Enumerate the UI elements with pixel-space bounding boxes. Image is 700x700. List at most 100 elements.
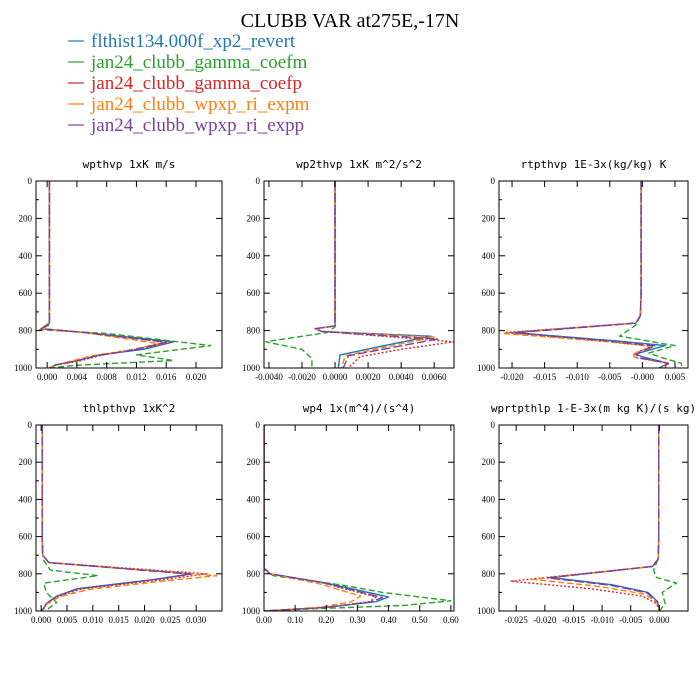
- x-tick-label: -0.0040: [255, 372, 283, 382]
- x-tick-label: -0.005: [598, 372, 622, 382]
- x-tick-label: -0.005: [619, 615, 643, 625]
- x-tick-label: 0.005: [57, 615, 78, 625]
- x-tick-label: 0.025: [160, 615, 181, 625]
- y-tick-label: 200: [247, 213, 261, 223]
- x-tick-label: 0.30: [350, 615, 366, 625]
- y-tick-label: 600: [247, 288, 261, 298]
- y-tick-label: 200: [247, 457, 261, 467]
- x-tick-label: 0.60: [443, 615, 459, 625]
- legend-label: jan24_clubb_gamma_coefp: [90, 73, 302, 94]
- legend-entry: jan24_clubb_wpxp_ri_expm: [68, 94, 310, 115]
- x-tick-label: 0.000: [37, 372, 58, 382]
- legend-entry: jan24_clubb_gamma_coefm: [68, 52, 308, 73]
- series-line: [501, 181, 670, 368]
- series-line: [547, 425, 661, 611]
- x-tick-label: -0.010: [590, 615, 614, 625]
- series-line: [40, 181, 171, 368]
- x-tick-label: 0.005: [665, 372, 686, 382]
- x-tick-label: 0.10: [287, 615, 303, 625]
- plot-area: [39, 181, 212, 368]
- x-tick-label: 0.015: [109, 615, 130, 625]
- panel-title: wprtpthlp 1-E-3x(m kg K)/(s kg): [491, 402, 696, 415]
- panel-title: wpthvp 1xK m/s: [83, 158, 176, 171]
- y-tick-label: 600: [19, 532, 33, 542]
- x-tick-label: 0.20: [318, 615, 334, 625]
- x-tick-label: 0.008: [97, 372, 118, 382]
- series-line: [264, 425, 384, 611]
- y-tick-label: 0: [256, 420, 261, 430]
- y-tick-label: 600: [482, 532, 496, 542]
- legend-entry: jan24_clubb_gamma_coefp: [68, 73, 302, 94]
- legend-label: flthist134.000f_xp2_revert: [91, 31, 296, 52]
- legend-entry: jan24_clubb_wpxp_ri_expp: [68, 115, 304, 136]
- x-tick-label: 0.012: [126, 372, 146, 382]
- x-tick-label: 0.020: [134, 615, 155, 625]
- x-tick-label: -0.025: [505, 615, 529, 625]
- x-tick-label: -0.020: [500, 372, 524, 382]
- y-tick-label: 600: [19, 288, 33, 298]
- y-tick-label: 800: [19, 569, 33, 579]
- x-tick-label: 0.004: [67, 372, 88, 382]
- x-tick-label: -0.000: [631, 372, 655, 382]
- panel-title: thlpthvp 1xK^2: [83, 402, 176, 415]
- y-tick-label: 400: [19, 251, 33, 261]
- series-line: [40, 181, 167, 368]
- chart-panel: wpthvp 1xK m/s 0 200 400 600 800 1000 0.000 0.00…: [14, 158, 223, 382]
- panel-title: wp4 1x(m^4)/(s^4): [303, 402, 416, 415]
- plot-area: [40, 425, 218, 611]
- x-tick-label: -0.020: [533, 615, 557, 625]
- x-tick-label: 0.0020: [356, 372, 381, 382]
- x-tick-label: 0.016: [156, 372, 177, 382]
- y-tick-label: 1000: [242, 606, 261, 616]
- chart-panel: wprtpthlp 1-E-3x(m kg K)/(s kg) 0 200 400 60…: [477, 402, 696, 625]
- series-line: [40, 425, 208, 611]
- x-tick-label: 0.50: [412, 615, 428, 625]
- y-tick-label: 400: [247, 251, 261, 261]
- y-tick-label: 200: [19, 457, 33, 467]
- y-tick-label: 400: [482, 251, 496, 261]
- y-tick-label: 0: [491, 420, 496, 430]
- y-tick-label: 200: [482, 213, 496, 223]
- legend-entry: flthist134.000f_xp2_revert: [68, 31, 296, 52]
- y-tick-label: 800: [482, 326, 496, 336]
- x-tick-label: -0.015: [533, 372, 557, 382]
- y-tick-label: 400: [247, 494, 261, 504]
- x-tick-label: -0.0020: [288, 372, 316, 382]
- x-tick-label: 0.40: [381, 615, 397, 625]
- y-tick-label: 1000: [14, 363, 33, 373]
- y-tick-label: 800: [482, 569, 496, 579]
- y-tick-label: 400: [482, 494, 496, 504]
- x-tick-label: 0.0060: [422, 372, 447, 382]
- y-tick-label: 600: [247, 532, 261, 542]
- figure-title: CLUBB VAR at275E,-17N: [241, 10, 460, 32]
- x-tick-label: 0.020: [186, 372, 207, 382]
- chart-panel: wp2thvp 1xK m^2/s^202004006008001000-0.0…: [242, 158, 455, 382]
- legend-label: jan24_clubb_gamma_coefm: [90, 52, 308, 73]
- y-tick-label: 800: [247, 569, 261, 579]
- x-tick-label: 0.010: [83, 615, 104, 625]
- legend-label: jan24_clubb_wpxp_ri_expp: [90, 115, 304, 136]
- x-tick-label: 0.0040: [389, 372, 414, 382]
- y-tick-label: 0: [256, 176, 261, 186]
- plot-area: [264, 425, 452, 611]
- series-line: [40, 425, 192, 611]
- plot-area: [501, 181, 683, 368]
- plot-area: [265, 181, 454, 368]
- y-tick-label: 200: [19, 213, 33, 223]
- chart-panels: wpthvp 1xK m/s 0 200 400 600 800 1000 0.000 0.00…: [14, 158, 696, 625]
- y-tick-label: 1000: [242, 363, 261, 373]
- y-tick-label: 600: [482, 288, 496, 298]
- y-tick-label: 1000: [477, 363, 496, 373]
- x-tick-label: 0.030: [186, 615, 207, 625]
- series-line: [652, 425, 678, 611]
- legend-label: jan24_clubb_wpxp_ri_expm: [90, 94, 310, 115]
- chart-panel: rtpthvp 1E-3x(kg/kg) K02004006008001000-…: [477, 158, 689, 382]
- panel-title: rtpthvp 1E-3x(kg/kg) K: [521, 158, 667, 171]
- series-line: [314, 181, 439, 368]
- legend: flthist134.000f_xp2_revertjan24_clubb_ga…: [68, 31, 310, 136]
- y-tick-label: 0: [491, 176, 496, 186]
- series-line: [514, 181, 670, 368]
- y-tick-label: 1000: [477, 606, 496, 616]
